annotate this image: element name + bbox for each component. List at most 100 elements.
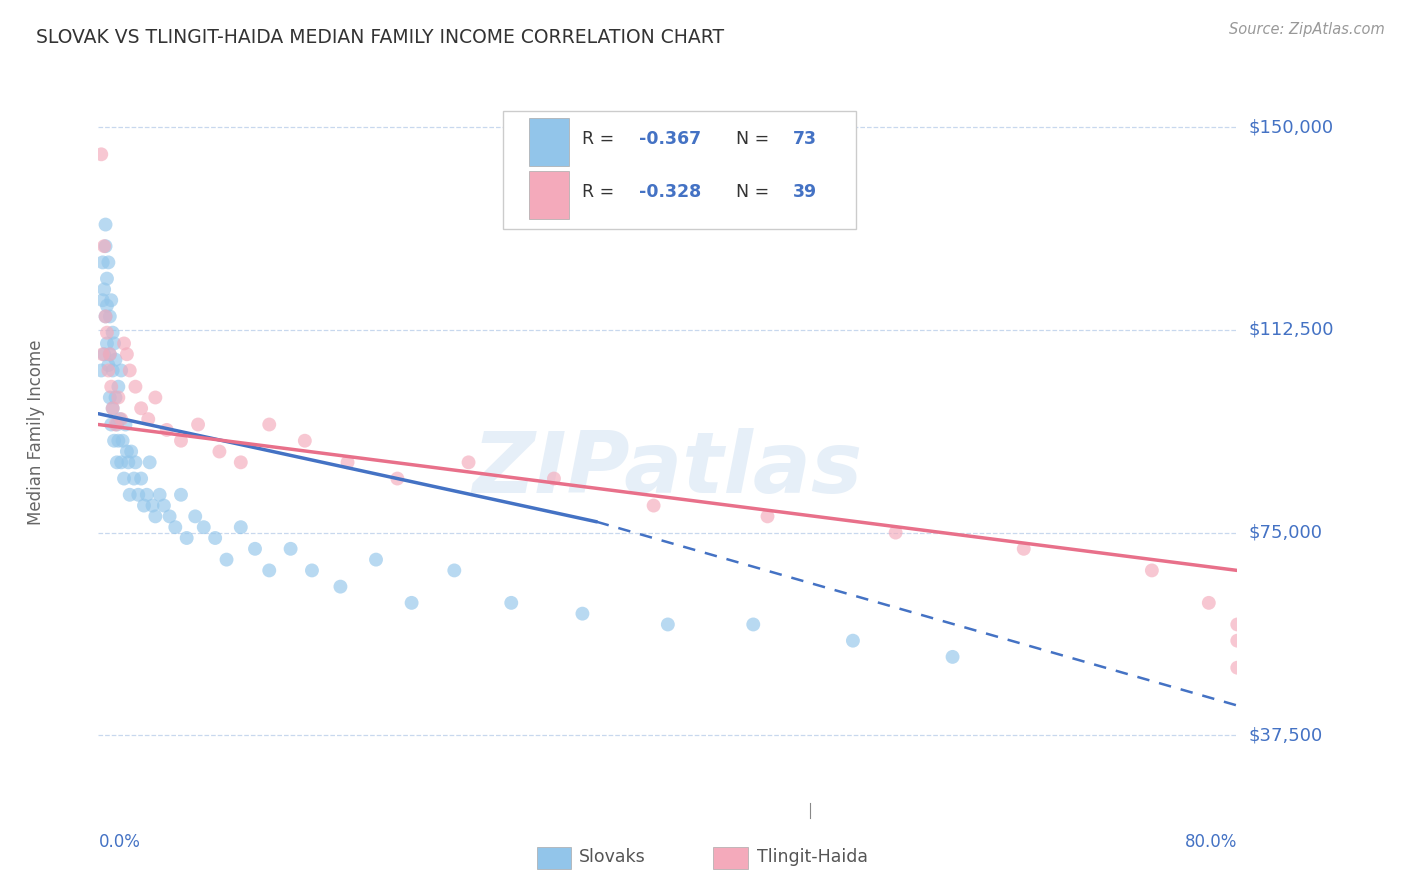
Point [107,380,129,394]
Point [170,488,193,502]
Point [107,391,129,405]
Point [98,347,121,361]
Point [543,471,565,485]
Point [387,471,409,485]
Point [112,336,135,351]
Text: N =: N = [737,129,775,148]
Point [93,347,115,361]
Point [110,363,132,377]
Point [159,509,181,524]
Point [101,363,124,377]
Text: N =: N = [737,183,775,201]
Point [96,326,118,340]
Point [124,455,146,469]
Point [94,239,117,253]
Point [401,596,423,610]
Point [90,147,112,161]
Point [124,380,146,394]
FancyBboxPatch shape [529,171,569,219]
Point [105,417,128,432]
Point [93,239,115,253]
Point [165,520,187,534]
Point [101,401,124,416]
Point [138,455,160,469]
Point [100,417,122,432]
Point [94,218,117,232]
Text: ZIPatlas: ZIPatlas [472,428,863,511]
FancyBboxPatch shape [503,111,856,229]
Point [91,293,114,308]
Point [1226,617,1249,632]
Point [117,455,139,469]
Point [101,326,124,340]
Point [141,499,163,513]
Point [127,488,149,502]
Point [97,358,120,372]
Point [280,541,302,556]
FancyBboxPatch shape [529,118,569,166]
Text: Median Family Income: Median Family Income [27,340,45,525]
Point [193,520,215,534]
Point [104,417,127,432]
Point [94,310,117,324]
Point [94,310,117,324]
Text: -0.328: -0.328 [640,183,702,201]
Point [103,434,125,448]
Point [98,347,121,361]
Point [884,525,907,540]
Point [90,363,112,377]
Point [170,434,193,448]
Text: $75,000: $75,000 [1249,524,1323,541]
Point [110,455,132,469]
Point [100,380,122,394]
Point [115,347,138,361]
Point [98,310,121,324]
Text: 39: 39 [793,183,817,201]
Point [643,499,665,513]
Point [294,434,316,448]
Point [129,471,152,485]
Text: $150,000: $150,000 [1249,119,1333,136]
Point [97,255,120,269]
FancyBboxPatch shape [537,847,571,870]
Point [443,563,465,577]
Point [97,363,120,377]
Text: Slovaks: Slovaks [579,848,645,866]
Point [136,412,159,426]
Point [156,423,179,437]
Point [114,417,136,432]
FancyBboxPatch shape [713,847,748,870]
Point [208,444,231,458]
Point [100,293,122,308]
Point [571,607,593,621]
Point [1012,541,1035,556]
Point [756,509,779,524]
Point [111,434,134,448]
Point [742,617,765,632]
Point [149,488,172,502]
Text: -0.367: -0.367 [640,129,702,148]
Point [118,488,141,502]
Point [145,509,167,524]
Point [184,509,207,524]
Point [98,391,121,405]
Point [457,455,479,469]
Point [129,401,152,416]
Point [243,541,266,556]
Point [329,580,352,594]
Point [176,531,198,545]
Point [120,444,142,458]
Point [96,299,118,313]
Text: 80.0%: 80.0% [1185,833,1237,851]
Point [108,412,131,426]
Point [842,633,865,648]
Point [135,488,157,502]
Point [1226,661,1249,675]
Point [93,282,115,296]
Point [104,352,127,367]
Point [104,391,127,405]
Point [301,563,323,577]
Point [96,336,118,351]
Point [259,563,281,577]
Point [105,455,128,469]
